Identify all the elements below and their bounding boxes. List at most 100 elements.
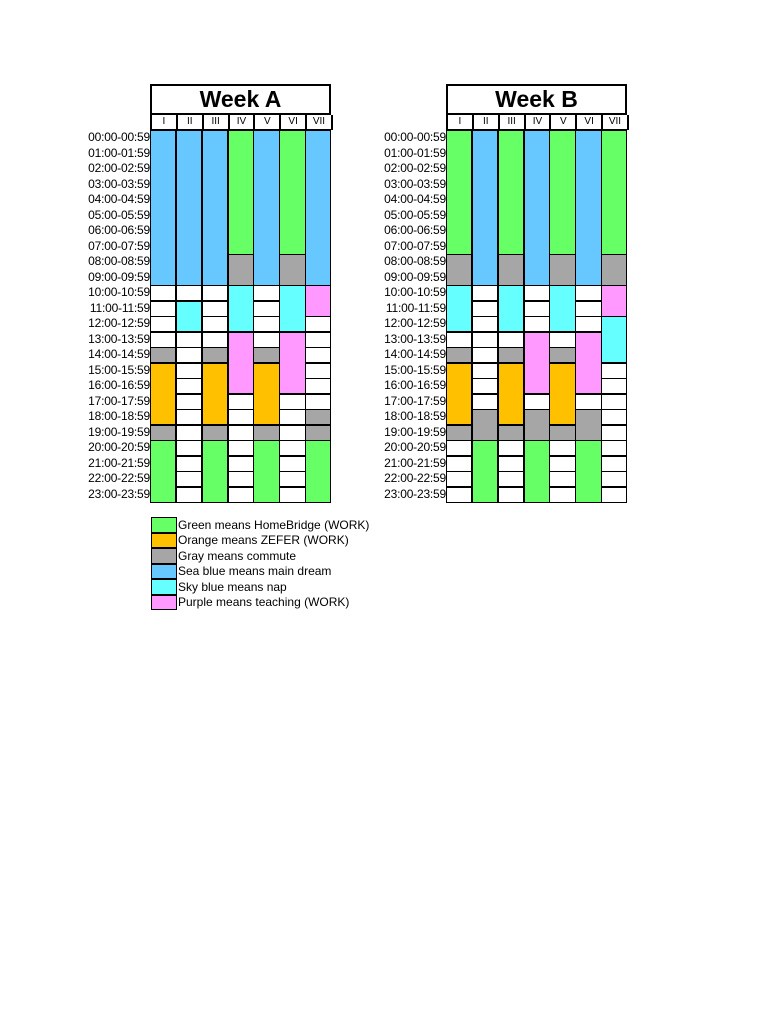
empty-hour-cell xyxy=(471,362,499,379)
empty-hour-cell xyxy=(601,440,628,456)
empty-hour-cell xyxy=(601,424,628,441)
time-labels: 00:00-00:59 01:00-01:59 02:00-02:59 03:00-0… xyxy=(371,130,446,502)
day-header: II xyxy=(177,115,204,130)
time-label: 04:00-04:59 xyxy=(88,192,150,206)
time-label: 18:00-18:59 xyxy=(384,409,446,423)
time-label: 01:00-01:59 xyxy=(88,145,150,160)
week-title: Week A xyxy=(150,84,331,115)
empty-hour-cell xyxy=(523,316,550,332)
empty-hour-cell xyxy=(253,331,280,348)
schedule-block-seablue xyxy=(471,130,499,286)
schedule-block-gray xyxy=(305,409,332,425)
legend-item: Purple means teaching (WORK) xyxy=(151,594,369,610)
schedule-block-skyblue xyxy=(227,285,254,332)
schedule-block-seablue xyxy=(150,130,177,286)
schedule-block-green xyxy=(201,440,229,503)
empty-hour-cell xyxy=(227,440,254,456)
schedule-block-purple xyxy=(601,285,628,317)
schedule-block-gray xyxy=(253,424,280,441)
time-label: 05:00-05:59 xyxy=(88,207,150,222)
time-label: 10:00-10:59 xyxy=(384,285,446,299)
week-title: Week B xyxy=(446,84,627,115)
schedule-block-seablue xyxy=(305,130,332,286)
empty-hour-cell xyxy=(201,331,229,348)
time-label: 16:00-16:59 xyxy=(384,378,446,392)
legend-item: Gray means commute xyxy=(151,548,369,564)
time-label: 12:00-12:59 xyxy=(88,316,150,330)
day-header: VII xyxy=(603,115,629,130)
day-header: VI xyxy=(577,115,604,130)
time-label: 02:00-02:59 xyxy=(384,161,446,175)
schedule-block-skyblue xyxy=(279,285,306,332)
empty-hour-cell xyxy=(150,285,177,301)
empty-hour-cell xyxy=(601,455,628,472)
time-label: 08:00-08:59 xyxy=(384,254,446,268)
empty-hour-cell xyxy=(601,471,628,487)
time-label: 20:00-20:59 xyxy=(88,440,150,454)
schedule-block-gray xyxy=(446,254,473,286)
day-header: VI xyxy=(281,115,308,130)
legend-label: Purple means teaching (WORK) xyxy=(178,595,350,610)
schedule-block-orange xyxy=(253,362,280,425)
day-header: VII xyxy=(307,115,333,130)
day-header: I xyxy=(152,115,178,130)
schedule-block-green xyxy=(497,130,525,255)
empty-hour-cell xyxy=(523,300,550,317)
time-label: 09:00-09:59 xyxy=(88,269,150,284)
schedule-block-gray xyxy=(446,347,473,363)
empty-hour-cell xyxy=(227,409,254,425)
time-label: 06:00-06:59 xyxy=(88,223,150,237)
empty-hour-cell xyxy=(549,331,576,348)
time-label: 09:00-09:59 xyxy=(384,269,446,284)
legend-swatch xyxy=(151,579,177,595)
empty-hour-cell xyxy=(175,393,203,410)
schedule-block-gray xyxy=(497,254,525,286)
day-header: IV xyxy=(525,115,552,130)
empty-hour-cell xyxy=(497,471,525,487)
empty-hour-cell xyxy=(471,300,499,317)
empty-hour-cell xyxy=(253,300,280,317)
empty-hour-cell xyxy=(471,393,499,410)
empty-hour-cell xyxy=(175,471,203,487)
time-label: 23:00-23:59 xyxy=(88,486,150,501)
time-label: 15:00-15:59 xyxy=(88,362,150,377)
empty-hour-cell xyxy=(601,362,628,379)
schedule-block-green xyxy=(253,440,280,503)
empty-hour-cell xyxy=(497,440,525,456)
schedule-block-green xyxy=(279,130,306,255)
legend-label: Sky blue means nap xyxy=(178,579,287,594)
time-label: 19:00-19:59 xyxy=(384,424,446,439)
empty-hour-cell xyxy=(601,393,628,410)
empty-hour-cell xyxy=(227,455,254,472)
legend-item: Sea blue means main dream xyxy=(151,563,369,579)
empty-hour-cell xyxy=(446,440,473,456)
time-label: 11:00-11:59 xyxy=(89,300,150,315)
schedule-block-seablue xyxy=(175,130,203,286)
schedule-block-green xyxy=(227,130,254,255)
legend-item: Green means HomeBridge (WORK) xyxy=(151,517,369,533)
schedule-block-seablue xyxy=(575,130,602,286)
schedule-block-gray xyxy=(549,347,576,363)
schedule-block-green xyxy=(471,440,499,503)
schedule-grid xyxy=(150,130,332,503)
schedule-block-gray xyxy=(446,424,473,441)
time-label: 07:00-07:59 xyxy=(384,238,446,253)
empty-hour-cell xyxy=(175,409,203,425)
empty-hour-cell xyxy=(175,424,203,441)
empty-hour-cell xyxy=(175,347,203,363)
time-label: 10:00-10:59 xyxy=(88,285,150,299)
empty-hour-cell xyxy=(446,471,473,487)
time-label: 23:00-23:59 xyxy=(384,486,446,501)
schedule-block-orange xyxy=(150,362,177,425)
time-label: 12:00-12:59 xyxy=(384,316,446,330)
legend-label: Orange means ZEFER (WORK) xyxy=(178,533,349,548)
time-label: 13:00-13:59 xyxy=(384,331,446,346)
schedule-block-seablue xyxy=(523,130,550,286)
empty-hour-cell xyxy=(305,316,332,332)
empty-hour-cell xyxy=(497,486,525,503)
time-label: 05:00-05:59 xyxy=(384,207,446,222)
empty-hour-cell xyxy=(471,285,499,301)
schedule-block-gray xyxy=(150,424,177,441)
empty-hour-cell xyxy=(279,455,306,472)
schedule-block-gray xyxy=(497,347,525,363)
